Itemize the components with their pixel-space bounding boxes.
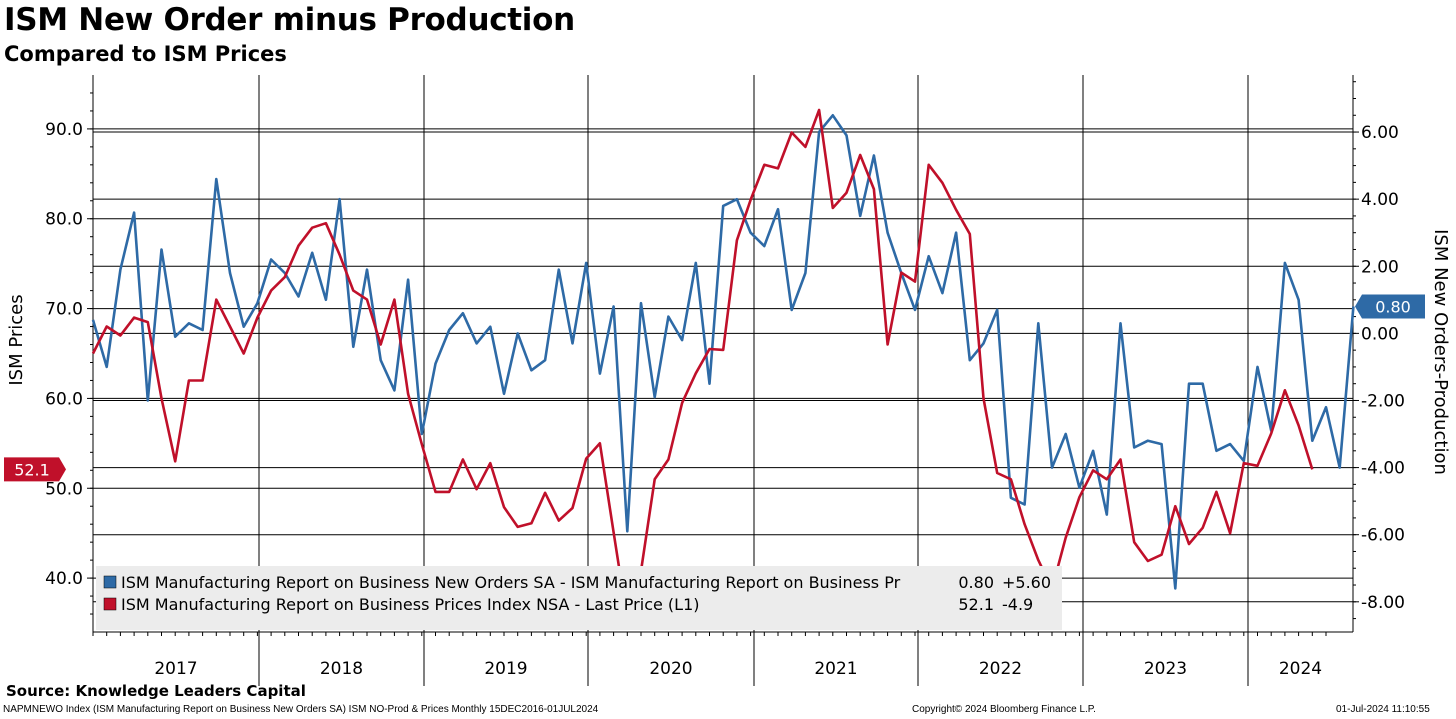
value-badges: 0.80 52.1: [4, 294, 1425, 482]
right-tick-label: 0.00: [1361, 324, 1399, 344]
right-tick-label: 2.00: [1361, 257, 1399, 277]
copyright: Copyright© 2024 Bloomberg Finance L.P.: [912, 704, 1096, 715]
chart-subtitle: Compared to ISM Prices: [4, 42, 287, 66]
legend-label: ISM Manufacturing Report on Business New…: [121, 573, 901, 592]
left-tick-label: 90.0: [45, 120, 83, 140]
legend-change: +5.60: [1002, 573, 1051, 592]
legend: ISM Manufacturing Report on Business New…: [96, 566, 1062, 630]
new-orders-minus-production-line: [91, 114, 1355, 590]
grid-lines: [93, 128, 1353, 603]
year-label: 2024: [1279, 659, 1322, 679]
legend-value: 52.1: [958, 595, 994, 614]
left-tick-label: 70.0: [45, 300, 83, 320]
left-value-badge-text: 52.1: [14, 460, 50, 479]
left-value-badge: [4, 457, 66, 482]
right-value-badge: [1355, 294, 1425, 319]
legend-label: ISM Manufacturing Report on Business Pri…: [121, 595, 700, 614]
year-label: 2020: [649, 659, 692, 679]
left-tick-label: 60.0: [45, 389, 83, 409]
source-note: Source: Knowledge Leaders Capital: [6, 682, 306, 700]
right-tick-label: -6.00: [1361, 526, 1405, 546]
legend-value: 0.80: [958, 573, 994, 592]
year-label: 2023: [1144, 659, 1187, 679]
year-label: 2017: [154, 659, 197, 679]
index-info: NAPMNEWO Index (ISM Manufacturing Report…: [3, 704, 599, 715]
legend-swatch: [103, 575, 117, 589]
axis-labels: ISM Prices ISM New Orders-Production: [6, 229, 1451, 475]
right-tick-label: 6.00: [1361, 123, 1399, 143]
left-tick-label: 50.0: [45, 479, 83, 499]
year-label: 2022: [979, 659, 1022, 679]
right-tick-label: -2.00: [1361, 391, 1405, 411]
left-tick-label: 80.0: [45, 210, 83, 230]
legend-box: [96, 566, 1062, 630]
year-label: 2019: [484, 659, 527, 679]
right-value-badge-text: 0.80: [1375, 298, 1411, 317]
left-tick-label: 40.0: [45, 569, 83, 589]
prices-index-line: [91, 108, 1314, 622]
right-tick-label: -8.00: [1361, 593, 1405, 613]
timestamp: 01-Jul-2024 11:10:55: [1336, 704, 1430, 715]
right-tick-label: -4.00: [1361, 459, 1405, 479]
left-axis-title: ISM Prices: [6, 294, 27, 385]
right-tick-label: 4.00: [1361, 190, 1399, 210]
axes: 90.0 80.0 70.0 60.0 50.0 40.0 6.00 4.00 2.00 0.00…: [45, 75, 1405, 679]
legend-swatch: [103, 597, 117, 611]
year-label: 2018: [320, 659, 363, 679]
year-label: 2021: [814, 659, 857, 679]
chart-title: ISM New Order minus Production: [4, 2, 575, 38]
series-lines: [91, 108, 1355, 622]
legend-change: -4.9: [1002, 595, 1033, 614]
right-axis-title: ISM New Orders-Production: [1430, 229, 1451, 475]
